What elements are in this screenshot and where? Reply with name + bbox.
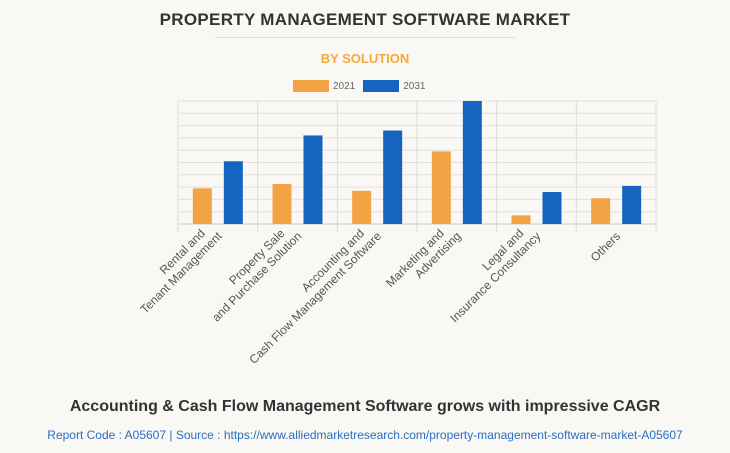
bar-2021 bbox=[352, 190, 372, 224]
bar-chart: Rental andTenant Management Property Sale… bbox=[128, 100, 657, 367]
source-line: Report Code : A05607 | Source : https://… bbox=[47, 428, 683, 442]
bar-2031 bbox=[223, 161, 243, 224]
legend: 2021 2031 bbox=[293, 80, 434, 92]
category-label: Others bbox=[588, 229, 623, 264]
chart-subtitle: BY SOLUTION bbox=[320, 51, 410, 66]
bar-2021 bbox=[192, 188, 212, 224]
category-label-line: Others bbox=[588, 229, 623, 264]
bar-2031 bbox=[383, 130, 403, 224]
bar-2021 bbox=[511, 215, 531, 224]
legend-label-2031: 2031 bbox=[403, 80, 426, 92]
category-label: Accounting andCash Flow Management Softw… bbox=[237, 219, 385, 367]
chart-title: PROPERTY MANAGEMENT SOFTWARE MARKET bbox=[159, 10, 571, 29]
title-divider bbox=[215, 37, 515, 38]
bar-2031 bbox=[542, 192, 562, 224]
legend-swatch-2021 bbox=[293, 80, 329, 92]
category-label: Rental andTenant Management bbox=[128, 219, 226, 317]
legend-label-2021: 2021 bbox=[333, 80, 356, 92]
bar-2031 bbox=[462, 101, 482, 224]
legend-swatch-2031 bbox=[363, 80, 400, 92]
bar-2031 bbox=[622, 185, 642, 224]
bar-2021 bbox=[431, 151, 451, 224]
bar-2031 bbox=[303, 135, 323, 224]
bar-2021 bbox=[591, 198, 611, 224]
category-label: Marketing andAdvertising bbox=[383, 219, 464, 300]
chart-caption: Accounting & Cash Flow Management Softwa… bbox=[69, 398, 661, 415]
category-label-line: Insurance Consultancy bbox=[447, 229, 543, 325]
bar-2021 bbox=[272, 184, 292, 224]
category-label-line: and Purchase Solution bbox=[209, 229, 304, 324]
